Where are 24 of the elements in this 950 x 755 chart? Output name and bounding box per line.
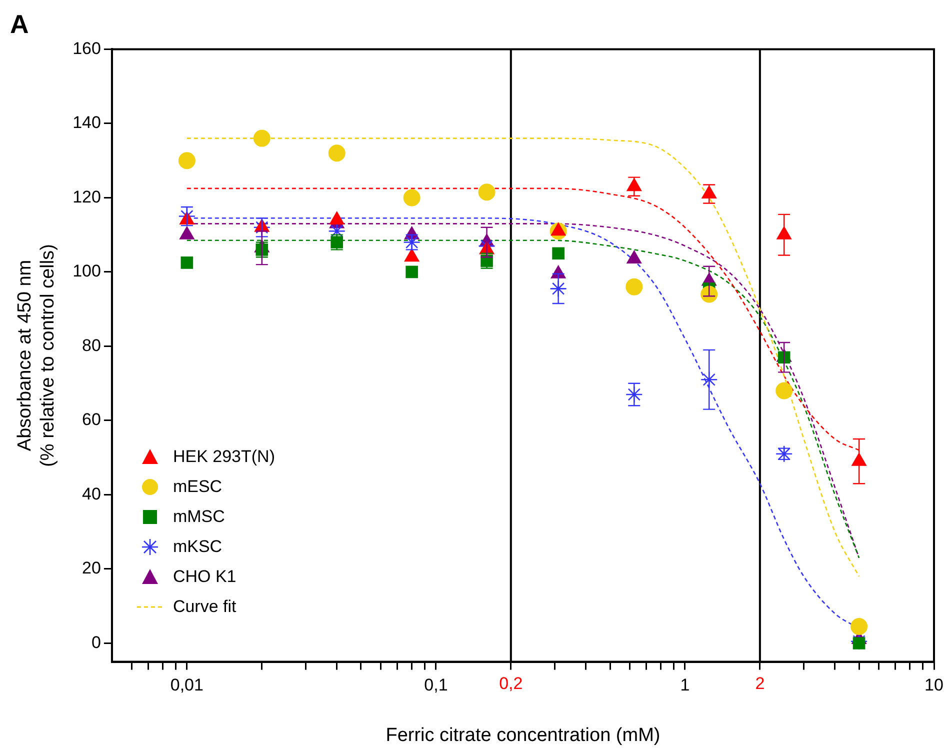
x-tick-label: 10	[924, 676, 944, 695]
y-tick-label: 120	[72, 187, 101, 206]
legend-label: mESC	[172, 476, 222, 497]
ref-line-label: 2	[755, 674, 765, 693]
x-tick-label: 0,1	[424, 676, 448, 695]
y-tick-label: 0	[91, 632, 101, 652]
y-tick-label: 140	[72, 113, 101, 132]
legend-label: CHO K1	[172, 566, 236, 587]
x-axis-title: Ferric citrate concentration (mM)	[386, 724, 660, 746]
y-tick-label: 20	[82, 558, 101, 578]
legend-label: mMSC	[172, 506, 225, 527]
x-tick-label: 0,01	[170, 676, 204, 695]
y-axis-title: Absorbance at 450 nm (% relative to control cells)	[14, 244, 58, 467]
legend-label: HEK 293T(N)	[172, 446, 275, 467]
y-tick-label: 80	[82, 336, 101, 355]
x-tick-label: 1	[680, 676, 690, 695]
ref-line-label: 0,2	[499, 674, 523, 693]
y-tick-label: 60	[82, 410, 101, 430]
y-tick-label: 100	[72, 262, 101, 281]
y-tick-label: 40	[82, 484, 101, 504]
y-tick-label: 160	[72, 38, 101, 58]
chart-title: A	[10, 8, 29, 39]
legend-label: Curve fit	[172, 596, 236, 617]
legend-label: mKSC	[172, 536, 222, 557]
